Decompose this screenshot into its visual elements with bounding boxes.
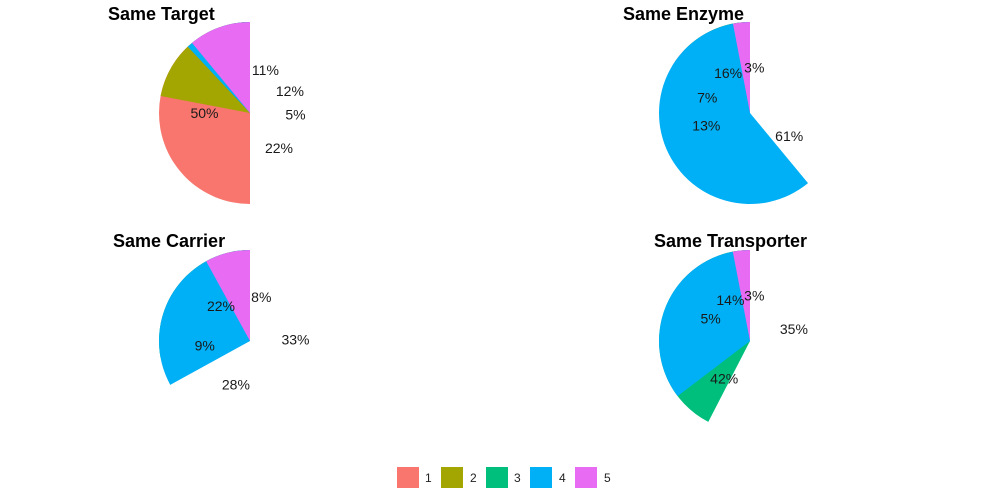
legend-label-4: 4 xyxy=(559,471,566,485)
slice-label-5: 8% xyxy=(251,289,271,305)
legend-swatch-2 xyxy=(441,467,463,488)
slice-label-1: 16% xyxy=(714,65,742,81)
slice-label-3: 5% xyxy=(285,106,305,122)
slice-label-5: 11% xyxy=(252,62,279,78)
panel-title: Same Carrier xyxy=(113,231,225,251)
legend-swatch-5 xyxy=(575,467,597,488)
panel-same-enzyme: Same Enzyme 16% 7% 13% 61% 3% xyxy=(623,4,809,204)
slice-label-1: 22% xyxy=(207,298,235,314)
slice-label-3: 28% xyxy=(222,376,250,392)
slice-label-4: 33% xyxy=(281,332,309,348)
slice-label-2: 7% xyxy=(697,90,717,106)
slice-label-2: 9% xyxy=(195,337,215,353)
legend: 1 2 3 4 5 xyxy=(397,467,611,488)
slice-label-5: 3% xyxy=(744,60,764,76)
slice-label-2: 5% xyxy=(700,310,720,326)
panel-title: Same Target xyxy=(108,4,215,24)
legend-swatch-4 xyxy=(530,467,552,488)
slice-label-4: 35% xyxy=(780,321,808,337)
slice-label-5: 3% xyxy=(744,288,764,304)
slice-label-1: 14% xyxy=(716,292,744,308)
slice-label-3: 42% xyxy=(710,371,738,387)
legend-label-3: 3 xyxy=(514,471,521,485)
pie-slice-5 xyxy=(732,21,750,113)
slice-label-2: 22% xyxy=(265,140,293,156)
legend-label-1: 1 xyxy=(425,471,432,485)
legend-swatch-3 xyxy=(486,467,508,488)
legend-label-2: 2 xyxy=(470,471,477,485)
pie-slice-5 xyxy=(191,22,250,113)
pie-slice-4 xyxy=(659,250,750,397)
legend-label-5: 5 xyxy=(604,471,611,485)
panel-same-target: Same Target 50% 22% 5% 12% 11% xyxy=(108,4,306,204)
pie-slice-5 xyxy=(206,250,250,341)
pie-slice-4 xyxy=(659,22,809,204)
slice-label-4: 61% xyxy=(775,128,803,144)
slice-label-3: 13% xyxy=(692,118,720,134)
legend-swatch-1 xyxy=(397,467,419,488)
slice-label-1: 50% xyxy=(190,105,218,121)
slice-label-4: 12% xyxy=(276,83,304,99)
panel-same-transporter: Same Transporter 14% 5% 42% 35% 3% xyxy=(654,231,808,422)
panel-same-carrier: Same Carrier 22% 9% 28% 33% 8% xyxy=(113,231,310,392)
panel-title: Same Enzyme xyxy=(623,4,744,24)
panel-title: Same Transporter xyxy=(654,231,807,251)
pie-slice-5 xyxy=(732,250,750,341)
